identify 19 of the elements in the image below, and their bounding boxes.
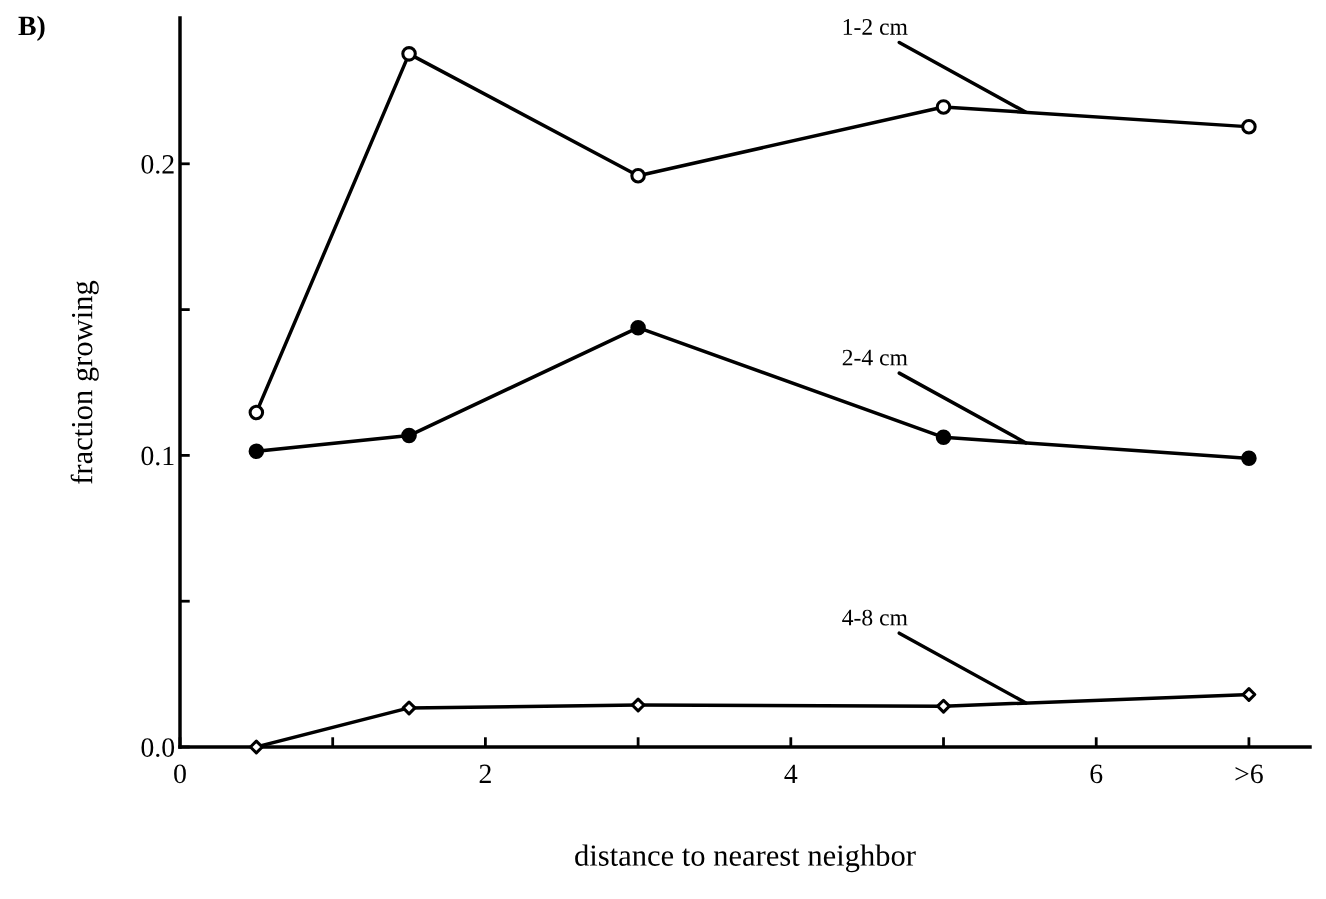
x-tick-label: 4 (784, 764, 798, 783)
x-tick-label: >6 (1235, 764, 1263, 784)
y-tick-label: 0.1 (141, 446, 174, 466)
y-tick-label: 0.2 (141, 154, 174, 174)
point (401, 700, 417, 716)
x-tick-label: 2 (479, 764, 491, 783)
y-tick-label: 0.0 (141, 738, 175, 758)
series-label: 2-4 cm (842, 349, 908, 366)
text: B) (18, 15, 45, 41)
text: 4-8 cm (842, 609, 908, 626)
point (1241, 687, 1257, 702)
x-tick-label: 0 (174, 764, 186, 784)
point (630, 697, 646, 713)
y-axis-title: fraction growing (70, 280, 99, 484)
point (936, 698, 951, 714)
x-axis-title: distance to nearest neighbor (575, 844, 916, 873)
text: 1-2 cm (843, 19, 908, 35)
x-tick-label: 6 (1090, 764, 1103, 784)
point (248, 739, 264, 755)
